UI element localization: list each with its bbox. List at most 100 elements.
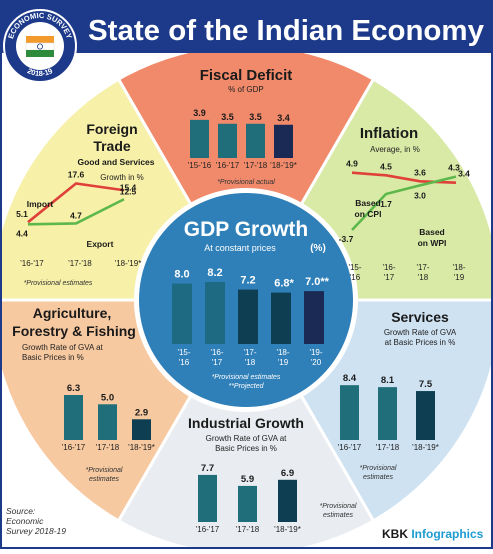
foreign-value-label: 12.5: [120, 186, 137, 196]
gdp-value-label: 7.0**: [305, 276, 330, 288]
content-layer: Fiscal Deficit% of GDP3.9'15-'163.5'16-'…: [12, 67, 470, 534]
industrial-tick-label: '17-'18: [236, 525, 260, 534]
agri-note: *Provisional: [86, 467, 123, 474]
gdp-note: **Projected: [228, 383, 264, 390]
source-line-2: Economic: [6, 516, 44, 526]
fiscal-note: *Provisional actual: [217, 179, 275, 186]
agri-bar: [64, 395, 83, 440]
services-tick-label: '17-'18: [376, 443, 400, 452]
industrial-bar: [238, 485, 257, 522]
inflation-title: Inflation: [360, 125, 418, 142]
services-tick-label: '16-'17: [338, 443, 362, 452]
fiscal-tick-label: '16-'17: [216, 161, 240, 170]
gdp-tick-label: '18-: [276, 348, 289, 357]
inflation-value-label: -3.7: [339, 234, 354, 244]
industrial-tick-label: '18-'19*: [274, 525, 301, 534]
services-note: estimates: [363, 474, 393, 481]
industrial-tick-label: '16-'17: [196, 525, 220, 534]
foreign-title: Foreign: [86, 121, 137, 137]
services-value-label: 8.4: [343, 373, 357, 384]
services-subtitle: Growth Rate of GVA: [384, 328, 457, 337]
industrial-note: estimates: [323, 512, 353, 519]
foreign-title: Trade: [93, 138, 131, 154]
inflation-value-label: 3.6: [414, 167, 426, 177]
gdp-bar: [172, 283, 192, 344]
services-note: *Provisional: [360, 465, 397, 472]
industrial-chart: 7.7 '16-'17 5.9 '17-'18 6.9 '18-'19*: [196, 463, 301, 534]
inflation-series-label: Based: [355, 198, 381, 208]
industrial-subtitle: Basic Prices in %: [215, 444, 277, 453]
industrial-note: *Provisional: [320, 503, 357, 510]
gdp-note: *Provisional estimates: [212, 374, 281, 381]
services-title: Services: [391, 309, 449, 325]
gdp-value-label: 6.8*: [274, 278, 294, 290]
inflation-series-label: on CPI: [355, 209, 382, 219]
industrial-title: Industrial Growth: [188, 415, 304, 431]
industrial-bar: [278, 479, 297, 522]
foreign-series-label: Export: [87, 239, 114, 249]
agri-note: estimates: [89, 476, 119, 483]
agri-value-label: 5.0: [101, 392, 114, 403]
gdp-bar: [304, 291, 324, 344]
segment-industrial: [116, 297, 376, 549]
gdp-tick-label: '19-: [309, 348, 322, 357]
services-bar: [378, 387, 397, 440]
flag-saffron: [26, 36, 54, 43]
fiscal-tick-label: '17-'18: [244, 161, 268, 170]
services-value-label: 7.5: [419, 379, 433, 390]
foreign-note: *Provisional estimates: [24, 280, 93, 287]
foreign-tick-label: '18-'19*: [115, 259, 142, 268]
industrial-bar: [198, 474, 217, 522]
flag-green: [26, 50, 54, 57]
gdp-tick-label: '18: [245, 358, 256, 367]
foreign-unit-label: Growth in %: [100, 173, 144, 182]
inflation-series-label: on WPI: [418, 238, 447, 248]
foreign-value-label: 5.1: [16, 209, 28, 219]
fiscal-bar: [246, 123, 265, 158]
services-bar: [416, 391, 435, 440]
industrial-value-label: 6.9: [281, 468, 294, 479]
inflation-tick-label: '18-: [452, 263, 465, 272]
industrial-value-label: 5.9: [241, 474, 254, 485]
inflation-value-label: 3.0: [414, 190, 426, 200]
foreign-tick-label: '16-'17: [20, 259, 44, 268]
agri-bar: [98, 404, 117, 440]
page-title: State of the Indian Economy: [88, 15, 484, 47]
flag-chakra-icon: [37, 43, 44, 50]
foreign-line-export: [27, 198, 125, 226]
gdp-value-label: 7.2: [240, 275, 255, 287]
foreign-value-label: 4.4: [16, 228, 28, 238]
gdp-tick-label: '15-: [177, 348, 190, 357]
brand-part-b: Infographics: [411, 527, 483, 541]
brand-part-a: KBK: [382, 527, 411, 541]
inflation-tick-label: '16-: [382, 263, 395, 272]
agri-value-label: 6.3: [67, 383, 80, 394]
inflation-value-label: 4.5: [380, 161, 392, 171]
gdp-tick-label: '16: [179, 358, 190, 367]
fiscal-subtitle: % of GDP: [228, 85, 264, 94]
services-subtitle: at Basic Prices in %: [385, 338, 456, 347]
inflation-tick-label: '19: [454, 273, 465, 282]
foreign-subtitle: Good and Services: [78, 157, 155, 167]
inflation-line-wpi: [351, 175, 457, 231]
source-line-1: Source:: [6, 506, 36, 516]
header-band: [0, 0, 493, 52]
services-chart: 8.4 '16-'17 8.1 '17-'18 7.5 '18-'19*: [338, 373, 439, 452]
fiscal-value-label: 3.4: [277, 113, 290, 123]
inflation-value-label: 4.3: [448, 163, 460, 173]
agri-tick-label: '17-'18: [96, 443, 120, 452]
agri-title: Forestry & Fishing: [12, 323, 136, 339]
services-tick-label: '18-'19*: [412, 443, 439, 452]
inflation-subtitle: Average, in %: [370, 145, 420, 154]
agri-tick-label: '16-'17: [62, 443, 86, 452]
gdp-tick-label: '20: [311, 358, 322, 367]
gdp-tick-label: '17: [212, 358, 223, 367]
fiscal-bar: [274, 124, 293, 158]
fiscal-value-label: 3.9: [193, 108, 206, 118]
agri-chart: 6.3 '16-'17 5.0 '17-'18 2.9 '18-'19*: [62, 383, 155, 452]
gdp-tick-label: '17-: [243, 348, 256, 357]
agri-title: Agriculture,: [33, 305, 112, 321]
gdp-value-label: 8.0: [174, 269, 189, 281]
gdp-bar: [238, 289, 258, 344]
industrial-value-label: 7.7: [201, 463, 214, 474]
